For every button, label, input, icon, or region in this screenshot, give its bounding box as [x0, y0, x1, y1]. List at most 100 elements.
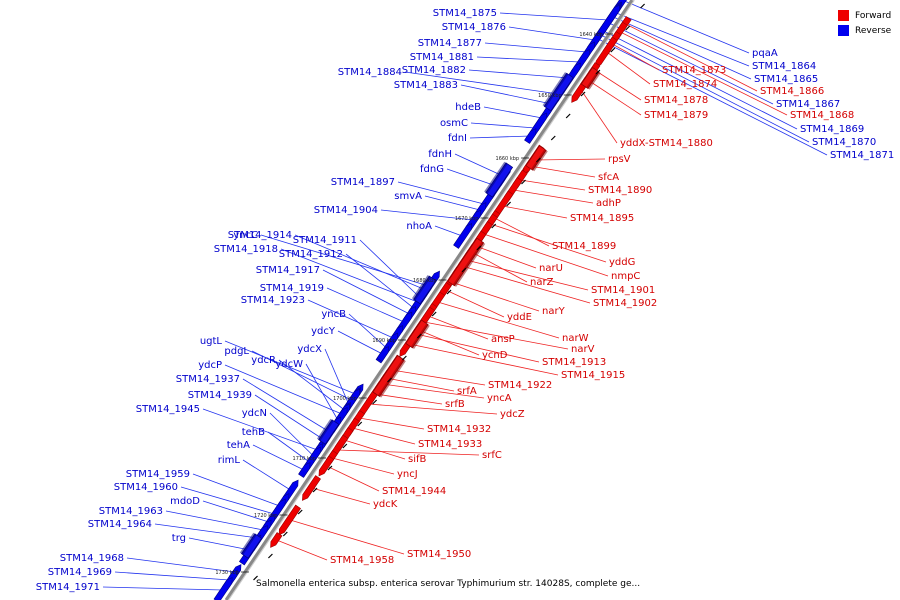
- gene-label-ydcP[interactable]: ydcP: [198, 360, 222, 371]
- gene-label-pdgL[interactable]: pdgL: [224, 346, 249, 357]
- gene-label-STM14_1884[interactable]: STM14_1884: [338, 67, 402, 78]
- forward-gene-ydcK[interactable]: [300, 475, 321, 503]
- gene-label-ydcY[interactable]: ydcY: [311, 326, 336, 337]
- gene-label-narW[interactable]: narW: [562, 333, 589, 344]
- gene-label-rpsV[interactable]: rpsV: [608, 154, 631, 165]
- gene-label-osmC[interactable]: osmC: [440, 118, 468, 129]
- gene-label-ydcX[interactable]: ydcX: [297, 344, 322, 355]
- gene-label-STM14_1871[interactable]: STM14_1871: [830, 150, 894, 161]
- gene-label-ansP[interactable]: ansP: [491, 334, 515, 345]
- gene-label-ugtL[interactable]: ugtL: [200, 336, 223, 347]
- gene-label-yncA[interactable]: yncA: [487, 393, 512, 404]
- gene-label-STM14_1922[interactable]: STM14_1922: [488, 380, 552, 391]
- gene-label-fdnG[interactable]: fdnG: [420, 164, 444, 175]
- gene-label-STM14_1915[interactable]: STM14_1915: [561, 370, 625, 381]
- gene-label-STM14_1917[interactable]: STM14_1917: [256, 265, 320, 276]
- gene-label-nmpC[interactable]: nmpC: [611, 271, 640, 282]
- legend-forward[interactable]: Forward: [838, 8, 891, 23]
- gene-label-STM14_1899[interactable]: STM14_1899: [552, 241, 616, 252]
- gene-label-sfcA[interactable]: sfcA: [598, 172, 619, 183]
- gene-label-STM14_1911[interactable]: STM14_1911: [293, 235, 357, 246]
- gene-label-sifB[interactable]: sifB: [408, 454, 427, 465]
- gene-label-STM14_1895[interactable]: STM14_1895: [570, 213, 634, 224]
- gene-label-narV[interactable]: narV: [571, 344, 595, 355]
- reverse-gene-cluster[interactable]: [484, 161, 514, 198]
- gene-label-STM14_1912[interactable]: STM14_1912: [279, 249, 343, 260]
- gene-label-yncJ[interactable]: yncJ: [397, 469, 418, 480]
- gene-label-mdoD[interactable]: mdoD: [170, 496, 200, 507]
- reverse-gene-STM14_1875[interactable]: [597, 3, 622, 36]
- gene-label-STM14_1865[interactable]: STM14_1865: [754, 74, 818, 85]
- gene-label-STM14_1937[interactable]: STM14_1937: [176, 374, 240, 385]
- gene-label-STM14_1873[interactable]: STM14_1873: [662, 65, 726, 76]
- forward-gene-STM14_1950[interactable]: [277, 504, 302, 537]
- gene-label-STM14_1939[interactable]: STM14_1939: [188, 390, 252, 401]
- forward-gene-STM14_1944[interactable]: [316, 455, 335, 478]
- gene-label-ydcK[interactable]: ydcK: [373, 499, 398, 510]
- forward-gene-cluster[interactable]: [447, 237, 486, 287]
- legend-reverse[interactable]: Reverse: [838, 23, 891, 38]
- gene-label-ydcN[interactable]: ydcN: [242, 408, 267, 419]
- gene-label-trg[interactable]: trg: [172, 533, 186, 544]
- gene-label-yncC[interactable]: yncC: [233, 230, 258, 241]
- gene-label-ycnD[interactable]: ycnD: [482, 350, 508, 361]
- gene-label-narZ[interactable]: narZ: [530, 277, 554, 288]
- gene-label-yddE[interactable]: yddE: [507, 312, 532, 323]
- gene-label-fdnI[interactable]: fdnI: [448, 133, 467, 144]
- gene-label-STM14_1897[interactable]: STM14_1897: [331, 177, 395, 188]
- gene-label-smvA[interactable]: smvA: [394, 191, 422, 202]
- gene-label-ydcZ[interactable]: ydcZ: [500, 409, 525, 420]
- forward-gene-cluster[interactable]: [580, 66, 601, 90]
- gene-label-STM14_1877[interactable]: STM14_1877: [418, 38, 482, 49]
- gene-label-STM14_1902[interactable]: STM14_1902: [593, 298, 657, 309]
- gene-label-ydcR[interactable]: ydcR: [251, 355, 276, 366]
- gene-label-hdeB[interactable]: hdeB: [455, 102, 481, 113]
- gene-label-STM14_1878[interactable]: STM14_1878: [644, 95, 708, 106]
- gene-label-STM14_1904[interactable]: STM14_1904: [314, 205, 378, 216]
- reverse-gene-fdnI[interactable]: [524, 127, 539, 144]
- gene-label-STM14_1923[interactable]: STM14_1923: [241, 295, 305, 306]
- gene-label-rimL[interactable]: rimL: [218, 455, 241, 466]
- gene-label-STM14_1867[interactable]: STM14_1867: [776, 99, 840, 110]
- gene-label-yddG[interactable]: yddG: [609, 257, 635, 268]
- reverse-gene-cluster[interactable]: [316, 418, 340, 445]
- gene-label-STM14_1963[interactable]: STM14_1963: [99, 506, 163, 517]
- gene-label-srfC[interactable]: srfC: [482, 450, 502, 461]
- gene-label-STM14_1890[interactable]: STM14_1890: [588, 185, 652, 196]
- forward-gene-cluster[interactable]: [372, 355, 406, 398]
- gene-label-STM14_1913[interactable]: STM14_1913: [542, 357, 606, 368]
- forward-gene-cluster[interactable]: [525, 145, 548, 172]
- forward-gene-cluster[interactable]: [405, 319, 430, 349]
- gene-label-STM14_1933[interactable]: STM14_1933: [418, 439, 482, 450]
- reverse-gene-cluster[interactable]: [542, 72, 574, 112]
- gene-label-STM14_1875[interactable]: STM14_1875: [433, 8, 497, 19]
- gene-label-STM14_1958[interactable]: STM14_1958: [330, 555, 394, 566]
- gene-label-STM14_1969[interactable]: STM14_1969: [48, 567, 112, 578]
- gene-label-STM14_1959[interactable]: STM14_1959: [126, 469, 190, 480]
- gene-label-tehA[interactable]: tehA: [227, 440, 250, 451]
- gene-label-narU[interactable]: narU: [539, 263, 563, 274]
- gene-label-STM14_1869[interactable]: STM14_1869: [800, 124, 864, 135]
- gene-label-STM14_1944[interactable]: STM14_1944: [382, 486, 446, 497]
- gene-label-srfB[interactable]: srfB: [445, 399, 465, 410]
- gene-label-STM14_1864[interactable]: STM14_1864: [752, 61, 816, 72]
- reverse-gene-ydcY[interactable]: [376, 345, 391, 362]
- gene-label-STM14_1881[interactable]: STM14_1881: [410, 52, 474, 63]
- gene-label-STM14_1971[interactable]: STM14_1971: [36, 582, 100, 593]
- gene-label-STM14_1883[interactable]: STM14_1883: [394, 80, 458, 91]
- forward-gene-STM14_1958[interactable]: [268, 532, 283, 550]
- gene-label-fdnH[interactable]: fdnH: [428, 149, 452, 160]
- gene-label-srfA[interactable]: srfA: [457, 386, 477, 397]
- gene-label-narY[interactable]: narY: [542, 306, 566, 317]
- gene-label-STM14_1945[interactable]: STM14_1945: [136, 404, 200, 415]
- gene-label-STM14_1882[interactable]: STM14_1882: [402, 65, 466, 76]
- gene-label-STM14_1866[interactable]: STM14_1866: [760, 86, 824, 97]
- gene-label-STM14_1932[interactable]: STM14_1932: [427, 424, 491, 435]
- gene-label-adhP[interactable]: adhP: [596, 198, 621, 209]
- gene-label-STM14_1870[interactable]: STM14_1870: [812, 137, 876, 148]
- gene-label-nhoA[interactable]: nhoA: [406, 221, 432, 232]
- gene-label-STM14_1879[interactable]: STM14_1879: [644, 110, 708, 121]
- reverse-gene-tehA[interactable]: [298, 461, 313, 478]
- gene-label-pqaA[interactable]: pqaA: [752, 48, 778, 59]
- gene-label-STM14_1914[interactable]: STM14_1914: [228, 230, 292, 241]
